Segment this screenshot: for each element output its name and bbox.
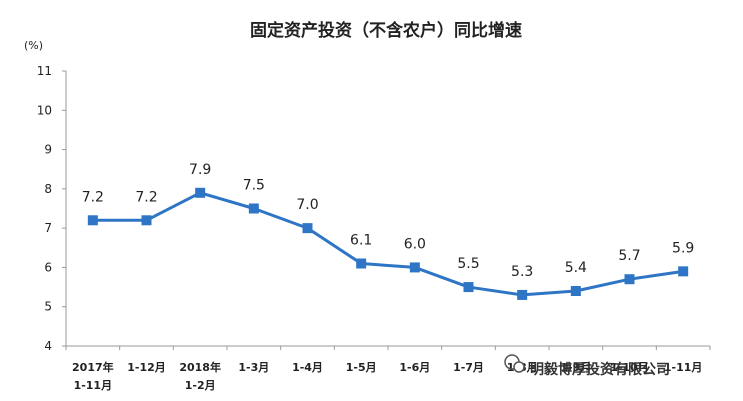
data-point-marker [141,215,152,226]
data-label: 6.0 [404,236,426,252]
series-polyline [92,191,684,297]
data-label: 7.0 [296,197,318,213]
data-point-marker [356,258,367,269]
data-label: 5.5 [457,256,479,272]
y-tick-label: 9 [44,143,52,157]
y-tick-label: 10 [37,103,52,117]
data-point-marker [87,215,98,226]
data-label: 5.4 [565,260,587,276]
x-tick-label: 1-10月 [610,361,649,374]
y-tick-labels: 4 5 6 7 8 9 10 11 [37,64,52,353]
x-tick-label: 1-11月 [664,361,703,374]
watermark-text: 明毅博厚投资有限公司 [530,361,670,378]
y-tick-label: 5 [44,300,52,314]
wechat-icon [504,354,525,373]
data-label: 7.5 [243,178,265,194]
x-tick-label: 2017年 [72,360,114,374]
x-tick-label: 1-6月 [399,361,430,374]
data-point-marker [248,203,259,214]
x-tick-label: 1-5月 [346,361,377,374]
axes [62,70,711,350]
data-label: 5.3 [511,264,533,280]
x-tick-label: 1-2月 [185,379,216,392]
x-tick-label: 1-4月 [292,361,323,374]
data-point-marker [678,266,689,277]
x-tick-label: 1-7月 [453,361,484,374]
x-tick-label: 1-12月 [127,361,166,374]
data-labels: 7.2 7.2 7.9 7.5 7.0 6.1 6.0 5.5 5.3 5.4 5.7 5.9 [82,162,695,280]
data-label: 7.2 [82,189,104,205]
data-label: 7.2 [135,189,157,205]
data-label: 7.9 [189,162,211,178]
data-point-marker [517,289,528,300]
chart-title: 固定资产投资（不含农户）同比增速 [250,20,522,41]
data-label: 6.1 [350,233,372,249]
data-label: 5.7 [618,248,640,264]
watermark: 明毅博厚投资有限公司 [504,354,670,378]
data-point-marker [409,262,420,273]
data-point-marker [195,187,206,198]
data-point-marker [624,274,635,285]
y-tick-label: 11 [37,64,52,78]
x-tick-label: 1-11月 [74,379,113,392]
data-point-marker [463,282,474,293]
y-unit-label: (%) [24,39,43,52]
data-point-marker [570,286,581,296]
data-label: 5.9 [672,240,694,256]
x-tick-label: 1-9月 [560,361,591,374]
series-line [87,187,689,300]
y-tick-label: 8 [44,182,52,196]
y-tick-label: 6 [44,260,52,274]
y-tick-label: 7 [44,221,52,235]
x-tick-label: 1-3月 [238,361,269,374]
x-tick-label: 2018年 [179,360,221,374]
data-point-marker [302,223,313,234]
y-tick-label: 4 [44,339,52,353]
x-tick-labels: 2017年 1-11月 1-12月 2018年 1-2月 1-3月 1-4月 1-5月 1-6月… [72,360,702,392]
